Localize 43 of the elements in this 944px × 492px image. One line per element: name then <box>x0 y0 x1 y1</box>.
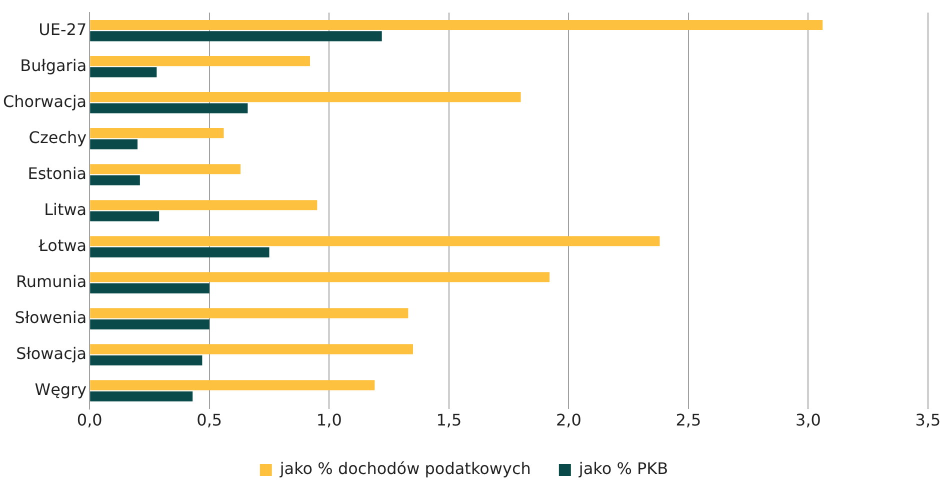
bar <box>90 56 310 66</box>
bar <box>90 344 413 354</box>
y-tick-label: Węgry <box>34 380 87 399</box>
bar <box>90 247 270 258</box>
y-tick-label: Słowacja <box>16 344 87 363</box>
bar <box>90 67 157 78</box>
y-tick-label: UE-27 <box>38 20 87 39</box>
bar <box>90 355 202 366</box>
bar <box>90 236 660 246</box>
x-tick-label: 2,0 <box>556 410 582 430</box>
bar <box>90 391 193 402</box>
x-tick-label: 1,5 <box>436 410 462 430</box>
legend-label: jako % dochodów podatkowych <box>278 459 531 478</box>
x-tick-label: 3,0 <box>796 410 821 430</box>
bar <box>90 128 224 138</box>
bar <box>90 319 210 330</box>
bar <box>90 308 408 318</box>
bar <box>90 211 160 222</box>
bar <box>90 272 550 282</box>
y-tick-label: Rumunia <box>16 272 87 291</box>
legend-label: jako % PKB <box>578 459 668 478</box>
y-tick-label: Czechy <box>28 128 87 147</box>
bar <box>90 164 241 174</box>
x-tick-label: 0,5 <box>196 410 222 430</box>
bar <box>90 283 210 294</box>
x-tick-label: 2,5 <box>676 410 702 430</box>
bar <box>90 31 382 42</box>
bar <box>90 20 823 30</box>
y-tick-label: Litwa <box>44 200 87 219</box>
y-tick-label: Chorwacja <box>2 92 87 111</box>
y-tick-label: Estonia <box>28 164 87 183</box>
y-tick-label: Bułgaria <box>20 56 87 75</box>
bar <box>90 103 248 114</box>
y-tick-label: Słowenia <box>14 308 87 327</box>
bar <box>90 200 318 210</box>
bar <box>90 380 375 390</box>
x-tick-label: 0,0 <box>76 410 102 430</box>
bar <box>90 92 521 102</box>
bar <box>90 175 140 186</box>
x-tick-label: 1,0 <box>316 410 342 430</box>
bar <box>90 139 138 150</box>
x-tick-label: 3,5 <box>915 410 941 430</box>
y-tick-label: Łotwa <box>38 236 87 255</box>
